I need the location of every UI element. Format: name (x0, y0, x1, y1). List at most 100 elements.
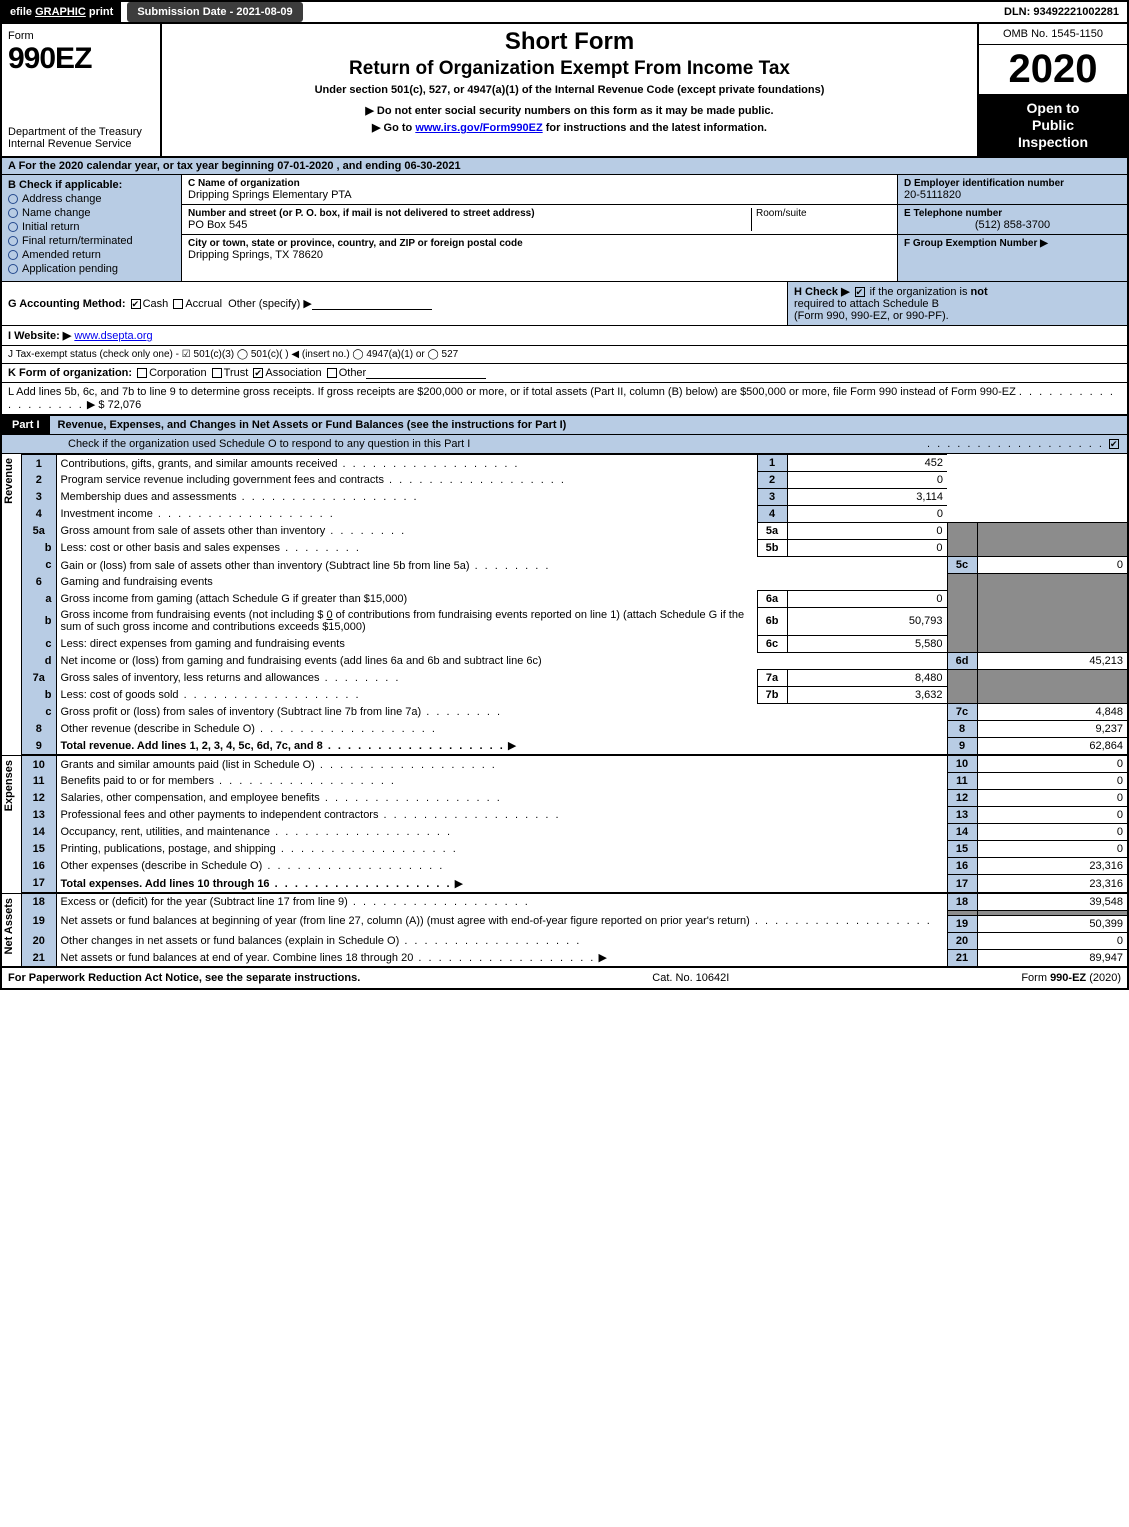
chk-address-change[interactable] (8, 194, 18, 204)
chk-cash[interactable] (131, 299, 141, 309)
chk-assoc[interactable] (253, 368, 263, 378)
ln17-d: Total expenses. Add lines 10 through 16 (61, 878, 452, 890)
chk-initial-return[interactable] (8, 222, 18, 232)
ln17-a: 23,316 (977, 875, 1127, 893)
ln7b-n: b (22, 686, 56, 703)
chk-name-change[interactable] (8, 208, 18, 218)
k-1: Trust (224, 367, 249, 379)
g-other: Other (specify) ▶ (228, 298, 312, 310)
under-section: Under section 501(c), 527, or 4947(a)(1)… (168, 84, 971, 96)
open-to-public: Open to Public Inspection (979, 94, 1127, 156)
ln9-d: Total revenue. Add lines 1, 2, 3, 4, 5c,… (61, 740, 505, 752)
ln6a-sv: 0 (787, 590, 947, 607)
footer-right: Form 990-EZ (2020) (1021, 972, 1121, 984)
ln6d-i: 6d (947, 652, 977, 669)
efile-graphic-link[interactable]: GRAPHIC (35, 6, 86, 18)
part1-check-text: Check if the organization used Schedule … (8, 438, 927, 450)
bf-block: B Check if applicable: Address change Na… (2, 175, 1127, 282)
ln18-i: 18 (947, 894, 977, 911)
ln21-a: 89,947 (977, 949, 1127, 966)
chk-accrual[interactable] (173, 299, 183, 309)
ln1-n: 1 (22, 455, 56, 472)
ln6c-sl: 6c (757, 635, 787, 652)
g-label: G Accounting Method: (8, 298, 126, 310)
ln15-d: Printing, publications, postage, and shi… (56, 841, 947, 858)
ln16-d: Other expenses (describe in Schedule O) (56, 858, 947, 875)
d-label: D Employer identification number (904, 178, 1121, 189)
ln6-d: Gaming and fundraising events (56, 574, 947, 591)
h-prefix: H Check ▶ (794, 286, 853, 298)
ln14-i: 14 (947, 824, 977, 841)
tax-year: 2020 (979, 45, 1127, 94)
ln7b-sv: 3,632 (787, 686, 947, 703)
form-header: Form 990EZ Department of the Treasury In… (2, 24, 1127, 158)
ln7a-d: Gross sales of inventory, less returns a… (56, 669, 757, 686)
row-a-tax-year: A For the 2020 calendar year, or tax yea… (2, 158, 1127, 175)
website-link[interactable]: www.dsepta.org (74, 330, 152, 342)
k-0: Corporation (149, 367, 206, 379)
ln2-d: Program service revenue including govern… (56, 472, 757, 489)
row-l: L Add lines 5b, 6c, and 7b to line 9 to … (2, 383, 1127, 415)
chk-application-pending[interactable] (8, 264, 18, 274)
chk-final-return[interactable] (8, 236, 18, 246)
chk-schedule-o[interactable] (1109, 439, 1119, 449)
f-label: F Group Exemption Number ▶ (904, 238, 1121, 249)
expenses-section-tab: Expenses (2, 756, 22, 893)
h-text3: (Form 990, 990-EZ, or 990-PF). (794, 310, 949, 322)
chk-h[interactable] (855, 287, 865, 297)
ln7a-n: 7a (22, 669, 56, 686)
topbar: efile GRAPHIC print Submission Date - 20… (2, 2, 1127, 24)
ln3-i: 3 (757, 489, 787, 506)
ln6d-a: 45,213 (977, 652, 1127, 669)
chk-amended-return[interactable] (8, 250, 18, 260)
ln5a-d: Gross amount from sale of assets other t… (61, 525, 407, 537)
lbl-0: Address change (22, 193, 102, 205)
efile-badge: efile GRAPHIC print (2, 2, 121, 22)
ln6b-d1: Gross income from fundraising events (no… (61, 609, 327, 621)
return-title: Return of Organization Exempt From Incom… (168, 58, 971, 80)
ln17-i: 17 (947, 875, 977, 893)
expenses-table: 10Grants and similar amounts paid (list … (22, 756, 1127, 893)
ln10-a: 0 (977, 756, 1127, 773)
ln6-n: 6 (22, 574, 56, 591)
d-value: 20-5111820 (904, 189, 1121, 201)
revenue-label: Revenue (2, 454, 16, 508)
h-not: not (971, 286, 988, 298)
chk-corp[interactable] (137, 368, 147, 378)
h-box: H Check ▶ if the organization is not req… (787, 282, 1127, 325)
c-city-value: Dripping Springs, TX 78620 (188, 249, 891, 261)
ln19-d: Net assets or fund balances at beginning… (61, 915, 932, 927)
c-city-label: City or town, state or province, country… (188, 238, 891, 249)
c-name-label: C Name of organization (188, 178, 891, 189)
g-other-blank[interactable] (312, 298, 432, 310)
goto-suffix: for instructions and the latest informat… (543, 122, 767, 134)
k-label: K Form of organization: (8, 367, 132, 379)
col-b-header: B Check if applicable: (8, 179, 175, 191)
goto-line: ▶ Go to www.irs.gov/Form990EZ for instru… (168, 121, 971, 134)
goto-link[interactable]: www.irs.gov/Form990EZ (415, 122, 542, 134)
lbl-2: Initial return (22, 221, 79, 233)
page-footer: For Paperwork Reduction Act Notice, see … (2, 966, 1127, 988)
footer-right-prefix: Form (1021, 972, 1050, 984)
ln7a-sv: 8,480 (787, 669, 947, 686)
ln6b-sv: 50,793 (787, 607, 947, 635)
ln5a-n: 5a (22, 523, 56, 540)
ln4-n: 4 (22, 506, 56, 523)
chk-trust[interactable] (212, 368, 222, 378)
k-other-blank[interactable] (366, 367, 486, 379)
ln7b-d: Less: cost of goods sold (56, 686, 757, 703)
ln19-i: 19 (947, 915, 977, 932)
ln15-n: 15 (22, 841, 56, 858)
chk-other[interactable] (327, 368, 337, 378)
ln5a-sl: 5a (757, 523, 787, 540)
g-accrual: Accrual (185, 298, 222, 310)
part1-check-dots (927, 438, 1104, 450)
ln20-n: 20 (22, 932, 56, 949)
part1-tab: Part I (2, 416, 50, 434)
ln7c-i: 7c (947, 703, 977, 720)
ln3-a: 3,114 (787, 489, 947, 506)
ln6d-d: Net income or (loss) from gaming and fun… (56, 652, 947, 669)
part1-check-line: Check if the organization used Schedule … (2, 435, 1127, 454)
ln9-a: 62,864 (977, 737, 1127, 755)
row-g-h: G Accounting Method: Cash Accrual Other … (2, 282, 1127, 326)
